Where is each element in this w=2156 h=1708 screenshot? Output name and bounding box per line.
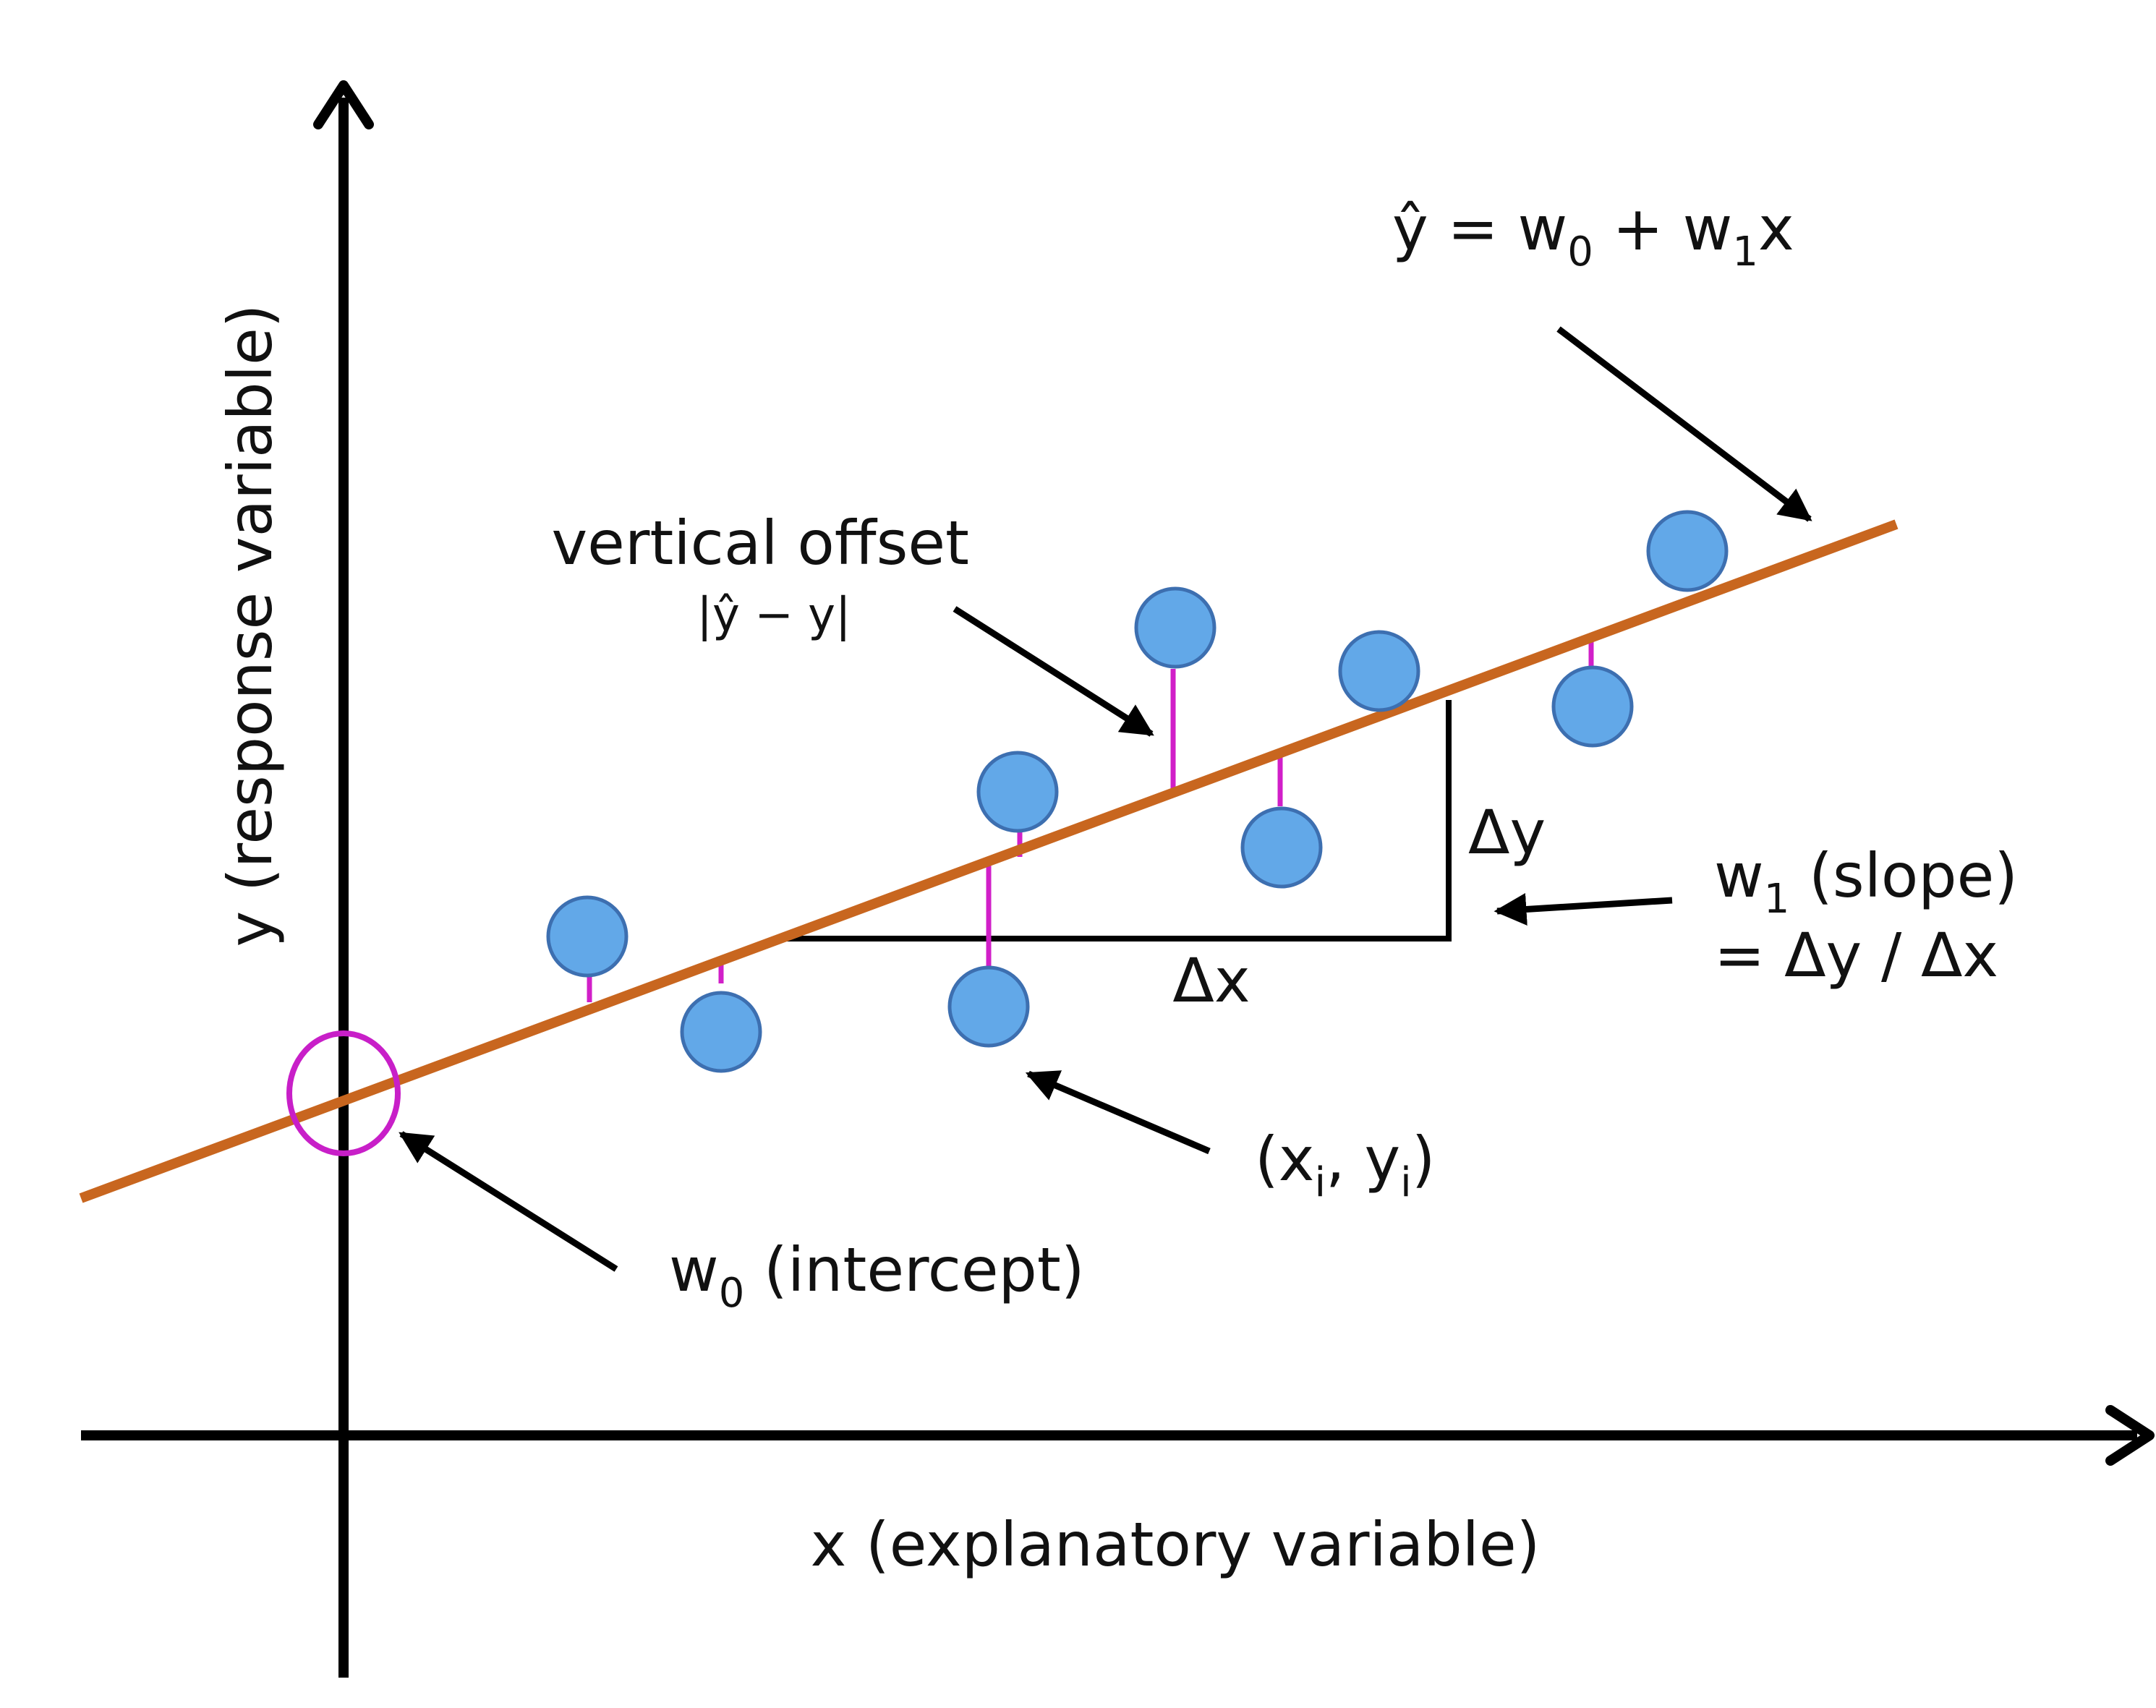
slope-arrow-icon: [1494, 893, 1673, 926]
data-point-icon: [947, 965, 1030, 1048]
slope-label: w1 (slope): [1714, 840, 2018, 923]
data-point-icon: [1646, 510, 1729, 592]
residuals: [587, 640, 1594, 1002]
intercept-label: w0 (intercept): [669, 1234, 1085, 1317]
data-point-icon: [1551, 665, 1634, 748]
intercept-arrow-icon: [399, 1131, 618, 1272]
data-points: [546, 510, 1729, 1073]
slope-triangle: [785, 700, 1452, 941]
vertical-offset-label: vertical offset: [551, 508, 969, 578]
data-point-icon: [1338, 630, 1420, 712]
delta-x-label: Δx: [1172, 945, 1250, 1016]
offset-formula-label: |ŷ − y|: [696, 589, 851, 642]
x-axis-label: x (explanatory variable): [811, 1509, 1541, 1580]
regression-equation: ŷ = w0 + w1x: [1392, 193, 1794, 276]
data-point-icon: [1240, 806, 1323, 889]
y-axis-arrowhead: [313, 80, 374, 129]
data-point-icon: [680, 991, 762, 1073]
delta-y-label: Δy: [1468, 797, 1546, 868]
slope-formula-label: = Δy / Δx: [1714, 920, 1998, 991]
x-axis-arrowhead: [2105, 1405, 2155, 1466]
point-label: (xi, yi): [1255, 1124, 1436, 1206]
callout-arrows: [399, 326, 1812, 1272]
intercept-marker-icon: [286, 1030, 401, 1156]
data-point-icon: [546, 895, 629, 978]
point-arrow-icon: [1025, 1070, 1211, 1155]
data-point-icon: [976, 751, 1059, 833]
data-point-icon: [1134, 586, 1217, 669]
y-axis-label: y (response variable): [215, 304, 286, 947]
equation-arrow-icon: [1556, 326, 1812, 522]
regression-line: [79, 519, 1899, 1203]
offset-arrow-icon: [953, 606, 1154, 737]
